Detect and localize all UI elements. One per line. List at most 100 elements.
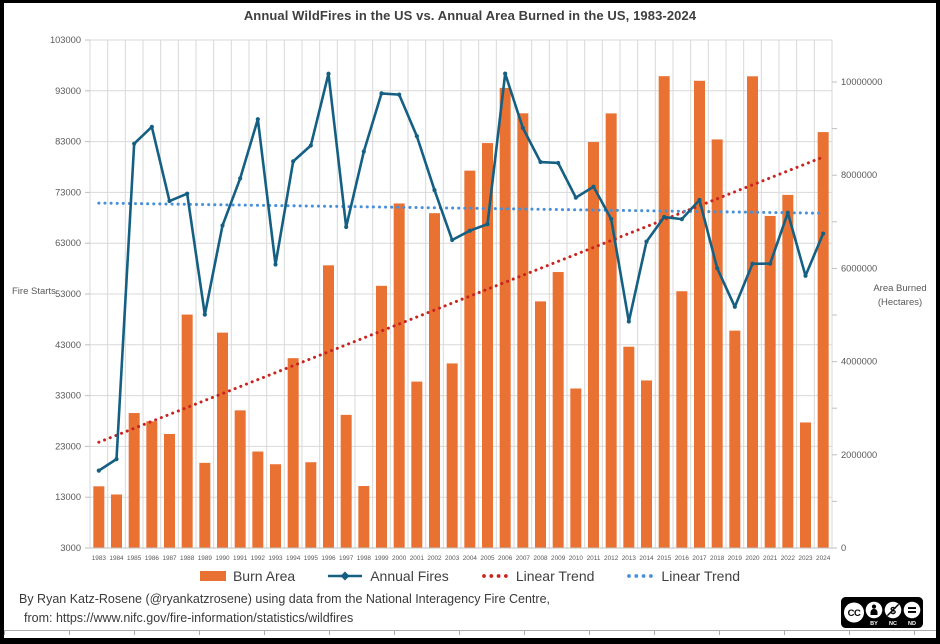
burn-area-bar-1986	[146, 421, 158, 548]
burn-area-bar-1998	[358, 486, 370, 548]
cropped-table-edge	[4, 630, 936, 636]
svg-text:2000: 2000	[392, 555, 407, 562]
svg-text:2008: 2008	[533, 555, 548, 562]
page-title: Annual WildFires in the US vs. Annual Ar…	[243, 8, 697, 23]
burn-area-bar-2011	[588, 142, 599, 549]
burn-area-bar-2005	[482, 143, 493, 548]
burn-area-bar-1989	[199, 462, 211, 548]
no-derivatives-icon	[903, 601, 921, 619]
svg-text:2003: 2003	[445, 555, 460, 562]
right-axis-title-line2: (Hectares)	[877, 297, 923, 308]
svg-text:93000: 93000	[55, 86, 81, 96]
svg-text:1994: 1994	[286, 555, 301, 562]
svg-text:1986: 1986	[145, 555, 160, 562]
burn-area-bar-2015	[658, 76, 670, 549]
license-label-nd: ND	[908, 621, 916, 627]
svg-text:2009: 2009	[551, 555, 566, 562]
annual-fires-line	[98, 72, 825, 472]
svg-text:43000: 43000	[55, 340, 81, 350]
burn-area-bar-1995	[305, 462, 317, 548]
legend-item-linear-trend-fires: Linear Trend	[626, 568, 740, 584]
burn-area-bar-2002	[429, 213, 440, 548]
svg-text:2012: 2012	[604, 555, 619, 562]
svg-text:1997: 1997	[339, 555, 354, 562]
burn-area-bar-1988	[181, 314, 193, 548]
burn-area-bar-1994	[287, 358, 299, 548]
svg-text:2020: 2020	[745, 555, 760, 562]
burn-area-swatch-icon	[199, 571, 226, 581]
svg-text:2007: 2007	[516, 555, 531, 562]
attribution-line: By Ryan Katz-Rosene (@ryankatzrosene) us…	[19, 592, 550, 606]
burn-area-bar-1983	[93, 486, 105, 548]
right-axis-title-line1: Area Burned	[873, 283, 927, 294]
svg-text:8000000: 8000000	[841, 170, 877, 180]
svg-text:2004: 2004	[463, 555, 478, 562]
svg-text:1995: 1995	[304, 555, 319, 562]
burn-area-bar-1987	[164, 433, 175, 548]
left-axis-title: Fire Starts	[12, 286, 56, 297]
legend-label-linear-trend-fires: Linear Trend	[661, 568, 741, 584]
chart-plot: 103000 93000 83000 73000 63000 53000 43000 3300…	[50, 35, 882, 562]
svg-text:2015: 2015	[657, 555, 672, 562]
left-axis-tick-labels: 103000 93000 83000 73000 63000 53000 43000 3300…	[50, 35, 81, 553]
burn-area-bar-2010	[570, 388, 582, 548]
burn-area-bar-2020	[747, 76, 758, 549]
legend-item-linear-trend-burn: Linear Trend	[481, 568, 595, 584]
burn-area-bar-1992	[252, 451, 264, 548]
svg-text:2017: 2017	[692, 555, 707, 562]
attribution-icon	[865, 601, 883, 619]
burn-area-bar-1999	[376, 285, 387, 548]
burn-area-bar-2014	[641, 380, 652, 548]
svg-text:73000: 73000	[55, 187, 81, 197]
attribution-footer: By Ryan Katz-Rosene (@ryankatzrosene) us…	[19, 590, 550, 628]
blue-dotted-trend-swatch-icon	[627, 574, 654, 578]
burn-area-bar-2018	[711, 139, 723, 548]
red-dotted-trend-swatch-icon	[481, 574, 508, 578]
annual-fires-swatch-icon	[328, 571, 363, 581]
svg-text:2022: 2022	[781, 555, 796, 562]
annual-fires-markers	[96, 71, 826, 473]
svg-text:2010: 2010	[569, 555, 584, 562]
svg-text:2006: 2006	[498, 555, 513, 562]
burn-area-bar-2023	[800, 422, 811, 548]
svg-text:0: 0	[841, 543, 846, 553]
right-axis-title: Area Burned (Hectares)	[868, 282, 932, 310]
svg-text:33000: 33000	[55, 391, 81, 401]
burn-area-bar-2017	[694, 80, 705, 548]
svg-text:2021: 2021	[763, 555, 778, 562]
burn-area-bar-2013	[623, 346, 635, 548]
right-axis-tick-labels: 10000000 8000000 6000000 4000000 2000000 0	[841, 77, 882, 553]
burn-area-bars	[93, 76, 829, 549]
license-label-nc: NC	[889, 621, 897, 627]
legend-label-linear-trend-burn: Linear Trend	[515, 568, 595, 584]
burn-area-bar-2000	[393, 203, 405, 548]
svg-text:2018: 2018	[710, 555, 725, 562]
legend-item-burn-area: Burn Area	[199, 568, 295, 584]
burn-area-bar-1984	[111, 494, 122, 548]
legend-label-annual-fires: Annual Fires	[370, 568, 449, 584]
chart-legend: Burn Area Annual Fires Linear Trend	[4, 568, 936, 584]
svg-text:23000: 23000	[55, 441, 81, 451]
svg-text:1996: 1996	[321, 555, 336, 562]
svg-text:1989: 1989	[198, 555, 213, 562]
svg-text:103000: 103000	[50, 35, 81, 45]
svg-text:1999: 1999	[374, 555, 389, 562]
badge-background	[841, 597, 923, 628]
cc-license-badge: CC $ BY NC ND	[841, 597, 923, 628]
svg-text:2000000: 2000000	[841, 450, 877, 460]
svg-text:63000: 63000	[55, 238, 81, 248]
svg-text:2019: 2019	[728, 555, 743, 562]
burn-area-bar-2001	[411, 381, 423, 548]
svg-text:2001: 2001	[410, 555, 425, 562]
svg-text:2013: 2013	[622, 555, 637, 562]
burn-area-bar-2004	[464, 170, 476, 548]
burn-area-bar-2022	[782, 194, 794, 548]
svg-text:3000: 3000	[60, 543, 81, 553]
svg-text:2011: 2011	[587, 555, 601, 562]
non-commercial-icon: $	[884, 601, 902, 619]
burn-area-bar-2019	[729, 330, 741, 548]
svg-text:1984: 1984	[109, 555, 124, 562]
svg-text:83000: 83000	[55, 137, 81, 147]
burn-area-bar-2024	[817, 132, 829, 548]
